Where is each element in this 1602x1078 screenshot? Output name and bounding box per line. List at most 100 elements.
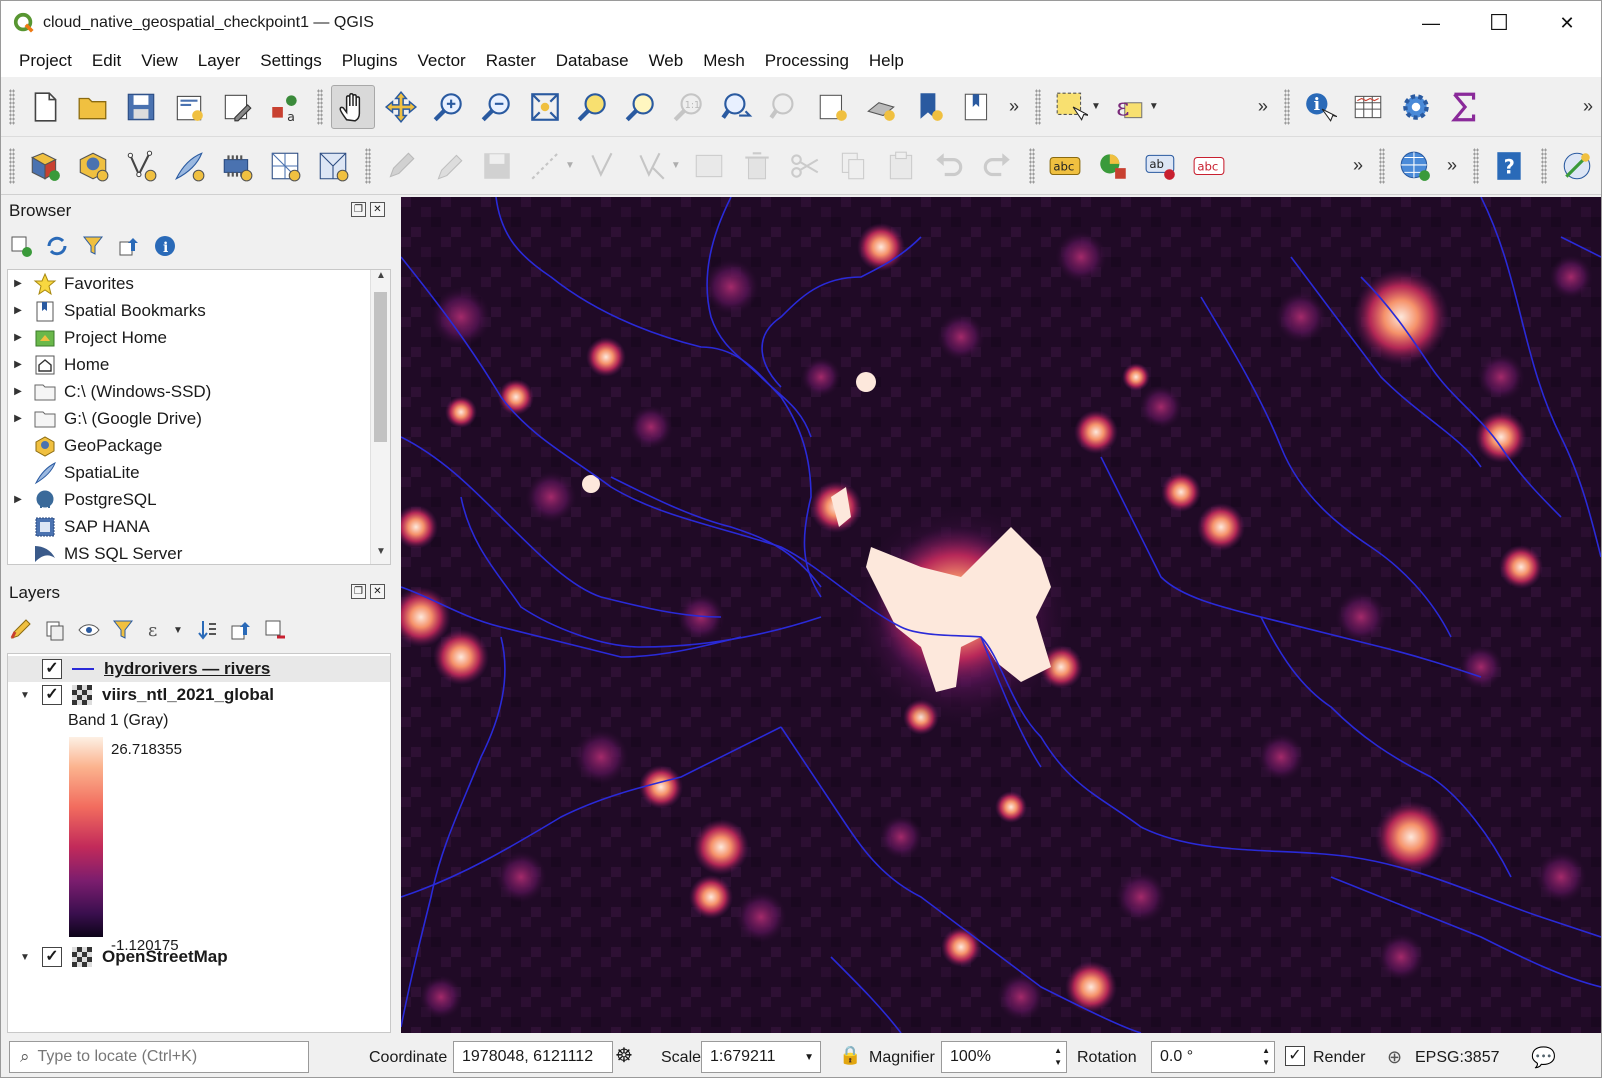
menu-database[interactable]: Database xyxy=(555,51,629,70)
locator-search-field[interactable]: ⌕ Type to locate (Ctrl+K) xyxy=(9,1041,309,1073)
toolbar-overflow[interactable]: » xyxy=(1257,96,1268,116)
new-mesh-layer-button[interactable] xyxy=(311,144,355,188)
toolbar-grip[interactable] xyxy=(317,88,323,125)
messages-icon[interactable]: 💬 xyxy=(1531,1047,1556,1069)
collapse-arrow-icon[interactable]: ▼ xyxy=(20,689,30,701)
toggle-editing-button[interactable] xyxy=(427,144,471,188)
new-temporary-layer-button[interactable] xyxy=(215,144,259,188)
menu-vector[interactable]: Vector xyxy=(417,51,466,70)
zoom-out-button[interactable] xyxy=(475,85,519,129)
browser-item-postgresql[interactable]: ▶ PostgreSQL xyxy=(8,486,368,513)
toolbar-overflow[interactable]: » xyxy=(1583,96,1594,116)
menu-view[interactable]: View xyxy=(141,51,178,70)
zoom-last-button[interactable] xyxy=(715,85,759,129)
browser-item-spatialite[interactable]: SpatiaLite xyxy=(8,459,368,486)
menu-plugins[interactable]: Plugins xyxy=(341,51,398,70)
paste-features-button[interactable] xyxy=(879,144,923,188)
python-console-button[interactable] xyxy=(1555,144,1599,188)
filter-browser-button[interactable] xyxy=(79,232,107,260)
browser-item-c-drive[interactable]: ▶ C:\ (Windows-SSD) xyxy=(8,378,368,405)
expand-arrow-icon[interactable]: ▶ xyxy=(14,494,22,505)
layer-row-openstreetmap[interactable]: ▼ ✓ OpenStreetMap xyxy=(8,944,390,970)
zoom-in-button[interactable] xyxy=(427,85,471,129)
cut-features-button[interactable] xyxy=(783,144,827,188)
open-project-button[interactable] xyxy=(71,85,115,129)
add-wms-layer-button[interactable] xyxy=(1393,144,1437,188)
menu-layer[interactable]: Layer xyxy=(197,51,241,70)
toggle-extents-icon[interactable]: ☸ xyxy=(615,1045,633,1067)
browser-item-project-home[interactable]: ▶ Project Home xyxy=(8,324,368,351)
browser-item-mssql[interactable]: MS SQL Server xyxy=(8,540,368,564)
browser-item-g-drive[interactable]: ▶ G:\ (Google Drive) xyxy=(8,405,368,432)
new-project-button[interactable] xyxy=(23,85,67,129)
chevron-down-icon[interactable]: ▼ xyxy=(804,1051,814,1063)
new-map-view-button[interactable] xyxy=(811,85,855,129)
expand-arrow-icon[interactable]: ▶ xyxy=(14,386,22,397)
new-geopackage-layer-button[interactable] xyxy=(71,144,115,188)
collapse-arrow-icon[interactable]: ▼ xyxy=(20,951,30,963)
select-features-button[interactable] xyxy=(1049,85,1093,129)
menu-web[interactable]: Web xyxy=(648,51,684,70)
digitize-line-button[interactable] xyxy=(523,144,567,188)
zoom-to-selection-button[interactable] xyxy=(571,85,615,129)
zoom-to-layer-button[interactable] xyxy=(619,85,663,129)
maximize-button[interactable]: ☐ xyxy=(1465,1,1533,45)
chevron-down-icon[interactable]: ▼ xyxy=(1148,101,1159,112)
add-layer-button[interactable] xyxy=(7,232,35,260)
menu-edit[interactable]: Edit xyxy=(91,51,122,70)
layer-row-viirs[interactable]: ▼ ✓ viirs_ntl_2021_global xyxy=(8,682,390,708)
toolbar-overflow[interactable]: » xyxy=(1009,96,1020,116)
rotation-spinbox[interactable]: 0.0 ° ▲ ▼ xyxy=(1151,1041,1275,1073)
menu-raster[interactable]: Raster xyxy=(485,51,536,70)
manage-visibility-button[interactable] xyxy=(75,616,103,644)
toolbar-grip[interactable] xyxy=(365,147,371,184)
menu-project[interactable]: Project xyxy=(19,51,72,70)
chevron-down-icon[interactable]: ▼ xyxy=(670,160,681,171)
pan-to-selection-button[interactable] xyxy=(379,85,423,129)
new-virtual-layer-button[interactable] xyxy=(263,144,307,188)
select-by-expression-button[interactable]: ε xyxy=(1107,85,1151,129)
expand-arrow-icon[interactable]: ▶ xyxy=(14,413,22,424)
redo-button[interactable] xyxy=(975,144,1019,188)
spin-arrows-icon[interactable]: ▲ ▼ xyxy=(1262,1046,1270,1067)
browser-item-home[interactable]: ▶ Home xyxy=(8,351,368,378)
magnifier-spinbox[interactable]: 100% ▲ ▼ xyxy=(941,1041,1067,1073)
style-manager-button[interactable]: a xyxy=(263,85,307,129)
browser-item-sap-hana[interactable]: SAP HANA xyxy=(8,513,368,540)
pan-map-button[interactable] xyxy=(331,84,375,129)
zoom-native-button[interactable]: 1:1 xyxy=(667,85,711,129)
layout-manager-button[interactable] xyxy=(215,85,259,129)
toolbar-overflow[interactable]: » xyxy=(1352,155,1363,175)
properties-button[interactable]: i xyxy=(151,232,179,260)
toolbar-overflow[interactable]: » xyxy=(1446,155,1457,175)
expand-arrow-icon[interactable]: ▶ xyxy=(14,359,22,370)
browser-item-geopackage[interactable]: GeoPackage xyxy=(8,432,368,459)
identify-features-button[interactable]: i xyxy=(1298,85,1342,129)
layer-diagram-button[interactable] xyxy=(1091,144,1135,188)
vertex-tool-button[interactable] xyxy=(581,144,625,188)
statistics-button[interactable] xyxy=(1442,85,1486,129)
save-project-button[interactable] xyxy=(119,85,163,129)
menu-processing[interactable]: Processing xyxy=(764,51,849,70)
layer-row-hydrorivers[interactable]: ✓ hydrorivers — rivers xyxy=(8,656,390,682)
layer-styling-button[interactable] xyxy=(7,616,35,644)
crs-button[interactable]: EPSG:3857 xyxy=(1415,1049,1500,1066)
toolbar-grip[interactable] xyxy=(1541,147,1547,184)
collapse-all-button[interactable] xyxy=(115,232,143,260)
toolbar-grip[interactable] xyxy=(9,88,15,125)
spin-arrows-icon[interactable]: ▲ ▼ xyxy=(1054,1046,1062,1067)
collapse-all-button[interactable] xyxy=(227,616,255,644)
expand-all-button[interactable] xyxy=(193,616,221,644)
browser-item-favorites[interactable]: ▶ Favorites xyxy=(8,270,368,297)
zoom-full-button[interactable] xyxy=(523,85,567,129)
chevron-down-icon[interactable]: ▼ xyxy=(565,160,575,171)
close-button[interactable]: ✕ xyxy=(1533,1,1601,45)
show-hide-labels-button[interactable]: abc xyxy=(1187,144,1231,188)
new-bookmark-button[interactable] xyxy=(907,85,951,129)
expand-arrow-icon[interactable]: ▶ xyxy=(14,332,22,343)
toolbar-grip[interactable] xyxy=(1473,147,1479,184)
toolbar-grip[interactable] xyxy=(1035,88,1042,125)
toolbar-grip[interactable] xyxy=(1378,147,1385,184)
save-layer-edits-button[interactable] xyxy=(475,144,519,188)
layer-visibility-checkbox[interactable]: ✓ xyxy=(42,947,62,967)
